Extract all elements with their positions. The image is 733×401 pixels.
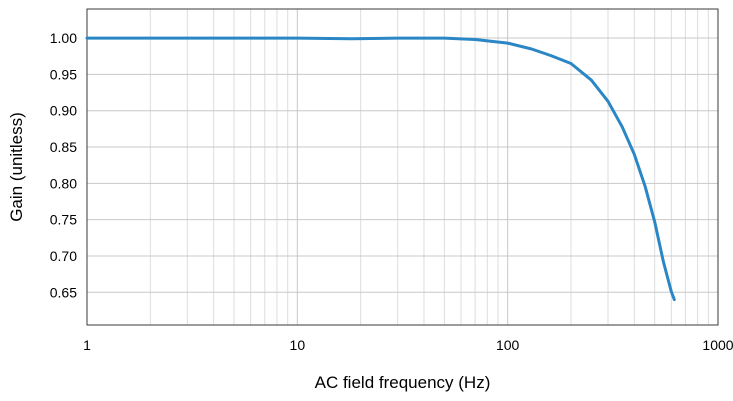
y-tick-label: 0.85	[50, 139, 77, 155]
x-tick-label: 100	[496, 337, 520, 353]
plot-area-frame	[86, 8, 719, 326]
y-tick-label: 0.70	[50, 248, 77, 264]
y-axis-tick-labels: 1.00 0.95 0.90 0.85 0.80 0.75 0.70 0.65	[50, 30, 77, 300]
minor-gridlines	[149, 9, 709, 325]
y-tick-label: 0.65	[50, 284, 77, 300]
x-tick-label: 1000	[702, 337, 733, 353]
x-tick-label: 1	[83, 337, 91, 353]
y-tick-label: 0.95	[50, 66, 77, 82]
y-axis-label: Gain (unitless)	[7, 112, 26, 222]
gain-series-line	[85, 36, 676, 302]
x-axis-label: AC field frequency (Hz)	[315, 373, 491, 392]
x-axis-tick-labels: 1 10 100 1000	[83, 337, 733, 353]
y-tick-label: 0.75	[50, 212, 77, 228]
major-gridlines	[86, 9, 719, 325]
y-tick-label: 0.90	[50, 103, 77, 119]
series-layer	[85, 36, 676, 302]
x-tick-label: 10	[290, 337, 306, 353]
y-tick-label: 0.80	[50, 175, 77, 191]
y-tick-label: 1.00	[50, 30, 77, 46]
